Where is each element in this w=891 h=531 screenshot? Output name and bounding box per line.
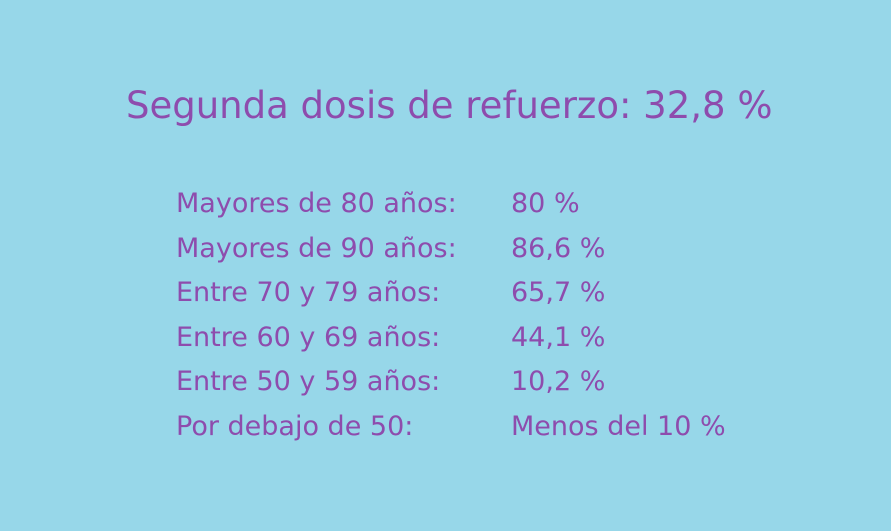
age-group-label: Entre 70 y 79 años: (176, 277, 441, 308)
percentage-value: 44,1 % (511, 321, 606, 353)
age-group-label: Por debajo de 50: (176, 410, 414, 442)
percentage-value: 86,6 % (511, 232, 606, 264)
age-group-label: Mayores de 80 años: (176, 188, 457, 219)
percentage-value: 65,7 % (511, 277, 606, 308)
stat-row: Entre 60 y 69 años: 44,1 % (176, 316, 816, 361)
age-group-label: Entre 60 y 69 años: (176, 321, 441, 353)
age-group-label: Mayores de 90 años: (176, 232, 457, 264)
stat-row: Mayores de 80 años: 80 % (176, 182, 816, 227)
slide-title: Segunda dosis de refuerzo: 32,8 % (126, 84, 773, 127)
stat-row: Entre 70 y 79 años: 65,7 % (176, 271, 816, 316)
age-group-stats: Mayores de 80 años: 80 % Mayores de 90 a… (176, 182, 816, 449)
percentage-value: 10,2 % (511, 366, 606, 397)
stat-row: Mayores de 90 años: 86,6 % (176, 227, 816, 272)
age-group-label: Entre 50 y 59 años: (176, 366, 441, 397)
percentage-value: Menos del 10 % (511, 410, 726, 442)
stat-row: Entre 50 y 59 años: 10,2 % (176, 360, 816, 405)
stat-row: Por debajo de 50: Menos del 10 % (176, 405, 816, 450)
percentage-value: 80 % (511, 188, 580, 219)
